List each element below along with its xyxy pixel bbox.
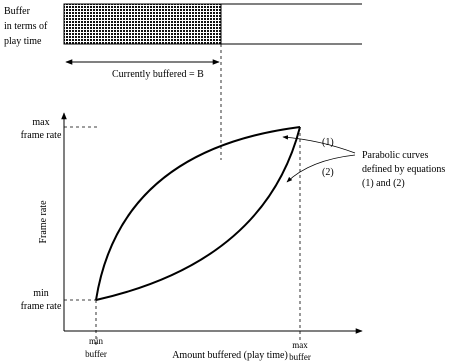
parabolic-curve-1 (95, 126, 301, 301)
annotation-line-2: defined by equations (362, 164, 445, 175)
y-axis-label: Frame rate (38, 200, 49, 244)
parabolic-curve-2 (95, 126, 301, 301)
curve-label-2: (2) (322, 167, 334, 178)
annotation-arrow-to-curve-2 (286, 154, 356, 183)
min-frame-rate-label-line-2: frame rate (21, 301, 62, 312)
graph-axes (61, 112, 363, 334)
buffer-filled-region (63, 3, 222, 45)
min-buffer-label-line-1: min (89, 336, 104, 346)
buffer-bar (63, 3, 362, 45)
annotation-arrow-to-curve-1 (282, 135, 356, 154)
min-frame-rate-label-line-1: min (33, 288, 49, 299)
buffer-label: Buffer in terms of play time (4, 6, 48, 47)
currently-buffered-label: Currently buffered = B (112, 69, 204, 80)
buffer-label-line-2: in terms of (4, 21, 48, 32)
annotation-line-3: (1) and (2) (362, 178, 405, 189)
max-frame-rate-label-line-1: max (32, 117, 49, 128)
x-axis-label: Amount buffered (play time) (172, 350, 288, 361)
curve-label-1: (1) (322, 137, 334, 148)
max-buffer-label-line-2: buffer (289, 352, 311, 362)
max-frame-rate-label-line-2: frame rate (21, 130, 62, 141)
buffer-label-line-3: play time (4, 36, 42, 47)
buffer-label-line-1: Buffer (4, 6, 31, 17)
max-buffer-label-line-1: max (292, 340, 308, 350)
currently-buffered-dimension: Currently buffered = B (65, 59, 220, 80)
annotation-line-1: Parabolic curves (362, 150, 428, 161)
min-buffer-label-line-2: buffer (85, 349, 107, 359)
